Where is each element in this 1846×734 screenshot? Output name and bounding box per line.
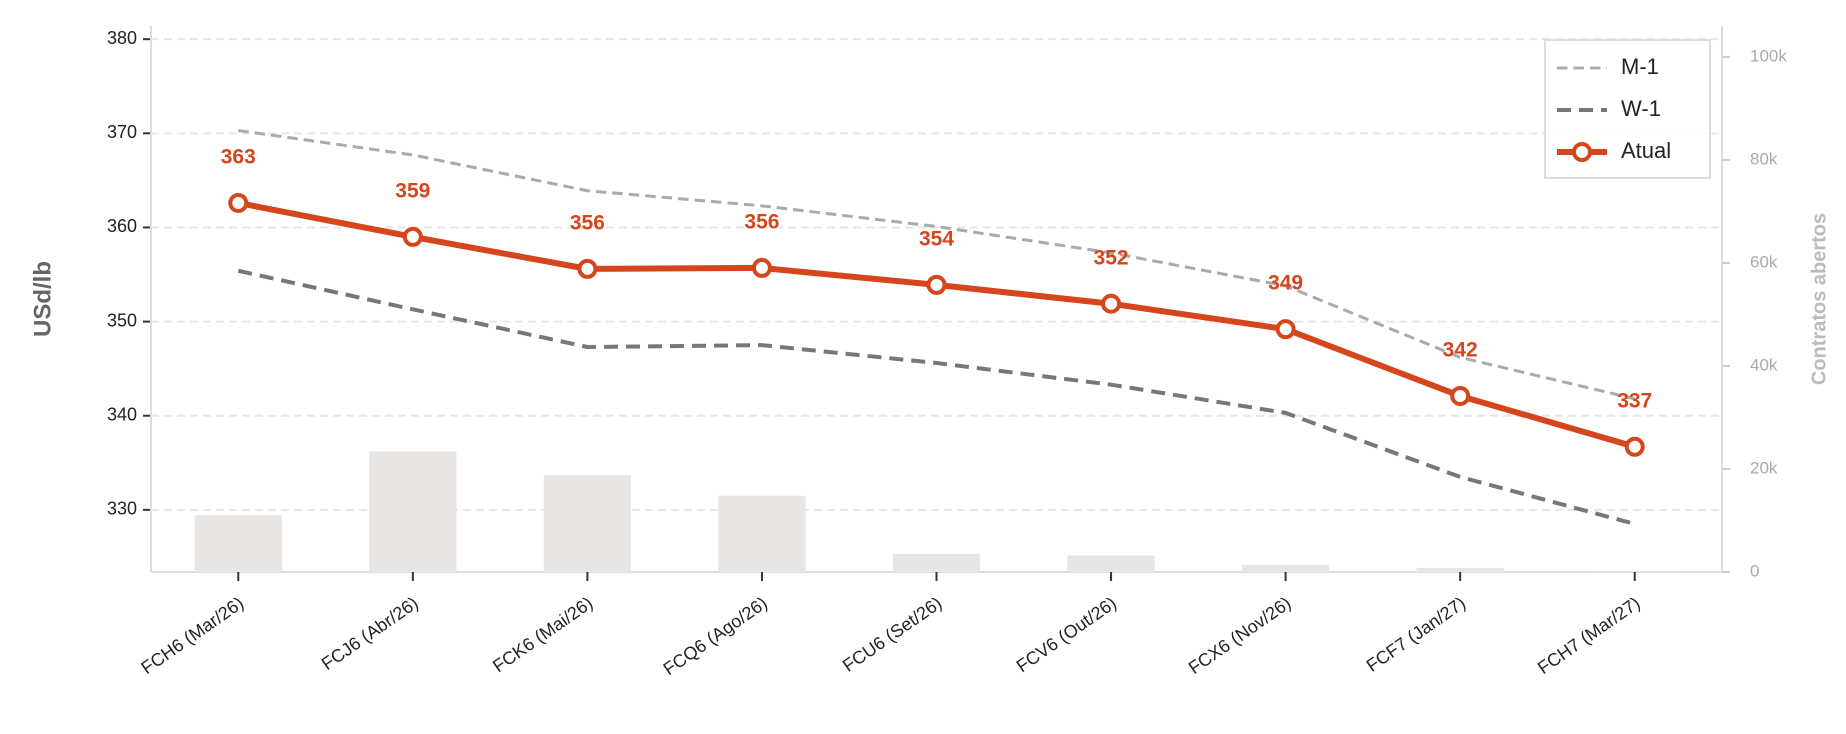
y-tick-label: 350 <box>107 310 137 330</box>
legend-label: M-1 <box>1621 54 1659 79</box>
y2-tick-label: 0 <box>1750 561 1759 580</box>
legend-label: W-1 <box>1621 96 1661 121</box>
data-label: 352 <box>1094 246 1129 269</box>
marker <box>228 192 249 213</box>
data-label: 356 <box>744 210 779 233</box>
data-label: 354 <box>919 227 954 250</box>
x-tick-label: FCQ6 (Ago/26) <box>660 593 771 679</box>
y-tick-label: 330 <box>107 499 137 519</box>
line-dashed <box>238 129 1636 401</box>
marker <box>1624 436 1645 457</box>
bar <box>718 495 806 572</box>
marker <box>1450 385 1471 406</box>
legend-label: Atual <box>1621 138 1671 163</box>
y2-tick-label: 100k <box>1750 46 1787 65</box>
y2-tick-label: 40k <box>1750 355 1778 374</box>
x-tick-label: FCJ6 (Abr/26) <box>318 593 422 674</box>
y-tick-label: 340 <box>107 404 137 424</box>
marker <box>926 274 947 295</box>
marker <box>402 226 423 247</box>
data-label: 337 <box>1617 389 1652 412</box>
x-tick-label: FCF7 (Jan/27) <box>1363 593 1470 676</box>
marker <box>577 258 598 279</box>
data-label: 356 <box>570 211 605 234</box>
data-label: 349 <box>1268 272 1303 295</box>
y-tick-label: 380 <box>107 28 137 48</box>
bar <box>1241 564 1330 572</box>
bar <box>1416 567 1504 572</box>
y2-tick-label: 60k <box>1750 252 1778 271</box>
marker <box>1275 319 1296 340</box>
bar <box>1591 570 1679 572</box>
legend-marker <box>1572 142 1592 162</box>
bar <box>194 515 282 572</box>
marker <box>751 257 772 278</box>
y2-axis-label: Contratos abertos <box>1808 213 1830 385</box>
x-tick-label: FCV6 (Out/26) <box>1013 593 1120 677</box>
bar <box>543 475 632 572</box>
bar <box>369 451 457 572</box>
y-axis-label: USd/lb <box>29 261 56 337</box>
data-label: 363 <box>221 146 256 169</box>
data-label: 342 <box>1443 339 1478 362</box>
x-tick-label: FCU6 (Set/26) <box>839 593 946 676</box>
bar <box>892 553 981 572</box>
y-tick-label: 360 <box>107 216 137 236</box>
data-label: 359 <box>395 179 430 202</box>
x-tick-label: FCX6 (Nov/26) <box>1185 593 1295 678</box>
x-tick-label: FCH6 (Mar/26) <box>138 593 248 678</box>
y2-tick-label: 80k <box>1750 149 1778 168</box>
line-dashed <box>237 268 1636 526</box>
bar <box>1067 555 1155 572</box>
y-tick-label: 370 <box>107 122 137 142</box>
y2-tick-label: 20k <box>1750 458 1778 477</box>
marker <box>1101 293 1122 314</box>
x-tick-label: FCK6 (Mai/26) <box>489 593 596 677</box>
x-tick-label: FCH7 (Mar/27) <box>1534 593 1644 678</box>
